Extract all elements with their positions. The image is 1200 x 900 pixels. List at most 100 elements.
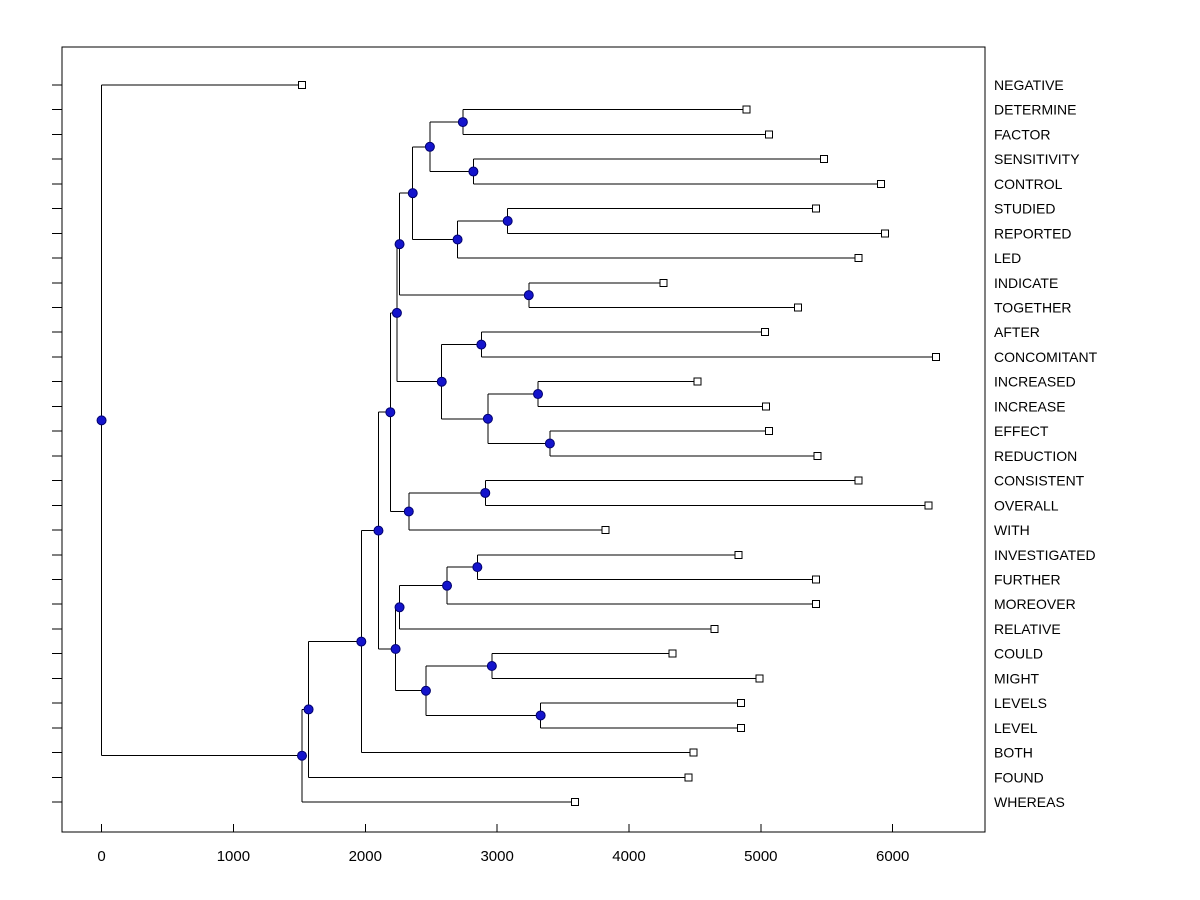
leaf-marker: [764, 130, 773, 139]
leaf-label: TOGETHER: [994, 300, 1072, 316]
leaf-label: INCREASED: [994, 374, 1076, 390]
x-tick-label: 6000: [876, 848, 909, 865]
leaf-marker: [737, 723, 746, 732]
leaf-marker: [812, 204, 821, 213]
leaf-label: FURTHER: [994, 571, 1061, 587]
leaf-marker: [693, 377, 702, 386]
node-markers: [96, 81, 941, 806]
leaf-marker: [668, 649, 677, 658]
leaf-label: STUDIED: [994, 201, 1055, 217]
leaf-label: MOREOVER: [994, 596, 1076, 612]
branch-node-marker: [457, 117, 468, 128]
leaf-marker: [737, 699, 746, 708]
leaf-label: SENSITIVITY: [994, 151, 1080, 167]
branch-node-marker: [394, 239, 405, 250]
branch-node-marker: [480, 487, 491, 498]
leaf-marker: [924, 501, 933, 510]
leaf-label: CONTROL: [994, 176, 1063, 192]
branch-node-marker: [486, 661, 497, 672]
leaf-label: CONCOMITANT: [994, 349, 1098, 365]
labels: 0 1000 2000 3000 4000 5000 6000 NEGATIVE DETERMI…: [97, 77, 1097, 865]
branch-node-marker: [403, 506, 414, 517]
branch-node-marker: [385, 407, 396, 418]
branch-node-marker: [96, 415, 107, 426]
leaf-label: BOTH: [994, 745, 1033, 761]
branch-node-marker: [390, 644, 401, 655]
leaf-label: NEGATIVE: [994, 77, 1064, 93]
plot-box: [61, 46, 986, 833]
leaf-label: INDICATE: [994, 275, 1058, 291]
leaf-label: DETERMINE: [994, 102, 1076, 118]
leaf-marker: [659, 278, 668, 287]
leaf-marker: [764, 427, 773, 436]
x-tick-label: 3000: [480, 848, 513, 865]
leaf-marker: [932, 352, 941, 361]
leaf-marker: [570, 797, 579, 806]
branch-node-marker: [373, 525, 384, 536]
leaf-label: LEVELS: [994, 695, 1047, 711]
branch-node-marker: [424, 141, 435, 152]
leaf-label: FACTOR: [994, 126, 1051, 142]
leaf-marker: [762, 402, 771, 411]
leaf-label: WITH: [994, 522, 1030, 538]
branch-node-marker: [394, 602, 405, 613]
branch-node-marker: [523, 290, 534, 301]
leaf-label: LED: [994, 250, 1021, 266]
x-tick-label: 0: [97, 848, 105, 865]
leaf-label: AFTER: [994, 324, 1040, 340]
axes: [52, 46, 986, 833]
leaf-label: OVERALL: [994, 497, 1059, 513]
branch-node-marker: [533, 389, 544, 400]
leaf-marker: [854, 476, 863, 485]
x-tick-label: 4000: [612, 848, 645, 865]
branch-node-marker: [420, 685, 431, 696]
x-tick-label: 2000: [349, 848, 382, 865]
branch-node-marker: [391, 307, 402, 318]
leaf-label: INVESTIGATED: [994, 547, 1096, 563]
branch-node-marker: [303, 704, 314, 715]
branch-node-marker: [535, 710, 546, 721]
branch-node-marker: [452, 234, 463, 245]
leaf-marker: [813, 451, 822, 460]
branch-lines: [101, 84, 937, 803]
leaf-marker: [684, 773, 693, 782]
leaf-marker: [793, 303, 802, 312]
branch-node-marker: [472, 562, 483, 573]
leaf-marker: [755, 674, 764, 683]
leaf-label: LEVEL: [994, 720, 1038, 736]
leaf-label: MIGHT: [994, 670, 1040, 686]
leaf-marker: [812, 600, 821, 609]
branch-node-marker: [356, 636, 367, 647]
branch-node-marker: [296, 750, 307, 761]
leaf-marker: [742, 105, 751, 114]
leaf-label: FOUND: [994, 769, 1044, 785]
leaf-label: REDUCTION: [994, 448, 1077, 464]
leaf-label: RELATIVE: [994, 621, 1061, 637]
leaf-label: REPORTED: [994, 225, 1072, 241]
leaf-label: WHEREAS: [994, 794, 1065, 810]
branch-node-marker: [407, 188, 418, 199]
leaf-marker: [876, 179, 885, 188]
leaf-marker: [689, 748, 698, 757]
leaf-marker: [734, 550, 743, 559]
leaf-label: COULD: [994, 646, 1043, 662]
leaf-marker: [760, 328, 769, 337]
branch-node-marker: [436, 376, 447, 387]
branch-node-marker: [544, 438, 555, 449]
leaf-label: EFFECT: [994, 423, 1049, 439]
leaf-marker: [710, 624, 719, 633]
x-tick-label: 5000: [744, 848, 777, 865]
branch-node-marker: [476, 339, 487, 350]
branch-node-marker: [468, 166, 479, 177]
leaf-marker: [854, 254, 863, 263]
leaf-marker: [601, 526, 610, 535]
branch-node-marker: [442, 580, 453, 591]
branch-node-marker: [482, 413, 493, 424]
x-tick-label: 1000: [217, 848, 250, 865]
leaf-marker: [820, 155, 829, 164]
leaf-marker: [880, 229, 889, 238]
leaf-label: CONSISTENT: [994, 473, 1085, 489]
branch-node-marker: [502, 215, 513, 226]
